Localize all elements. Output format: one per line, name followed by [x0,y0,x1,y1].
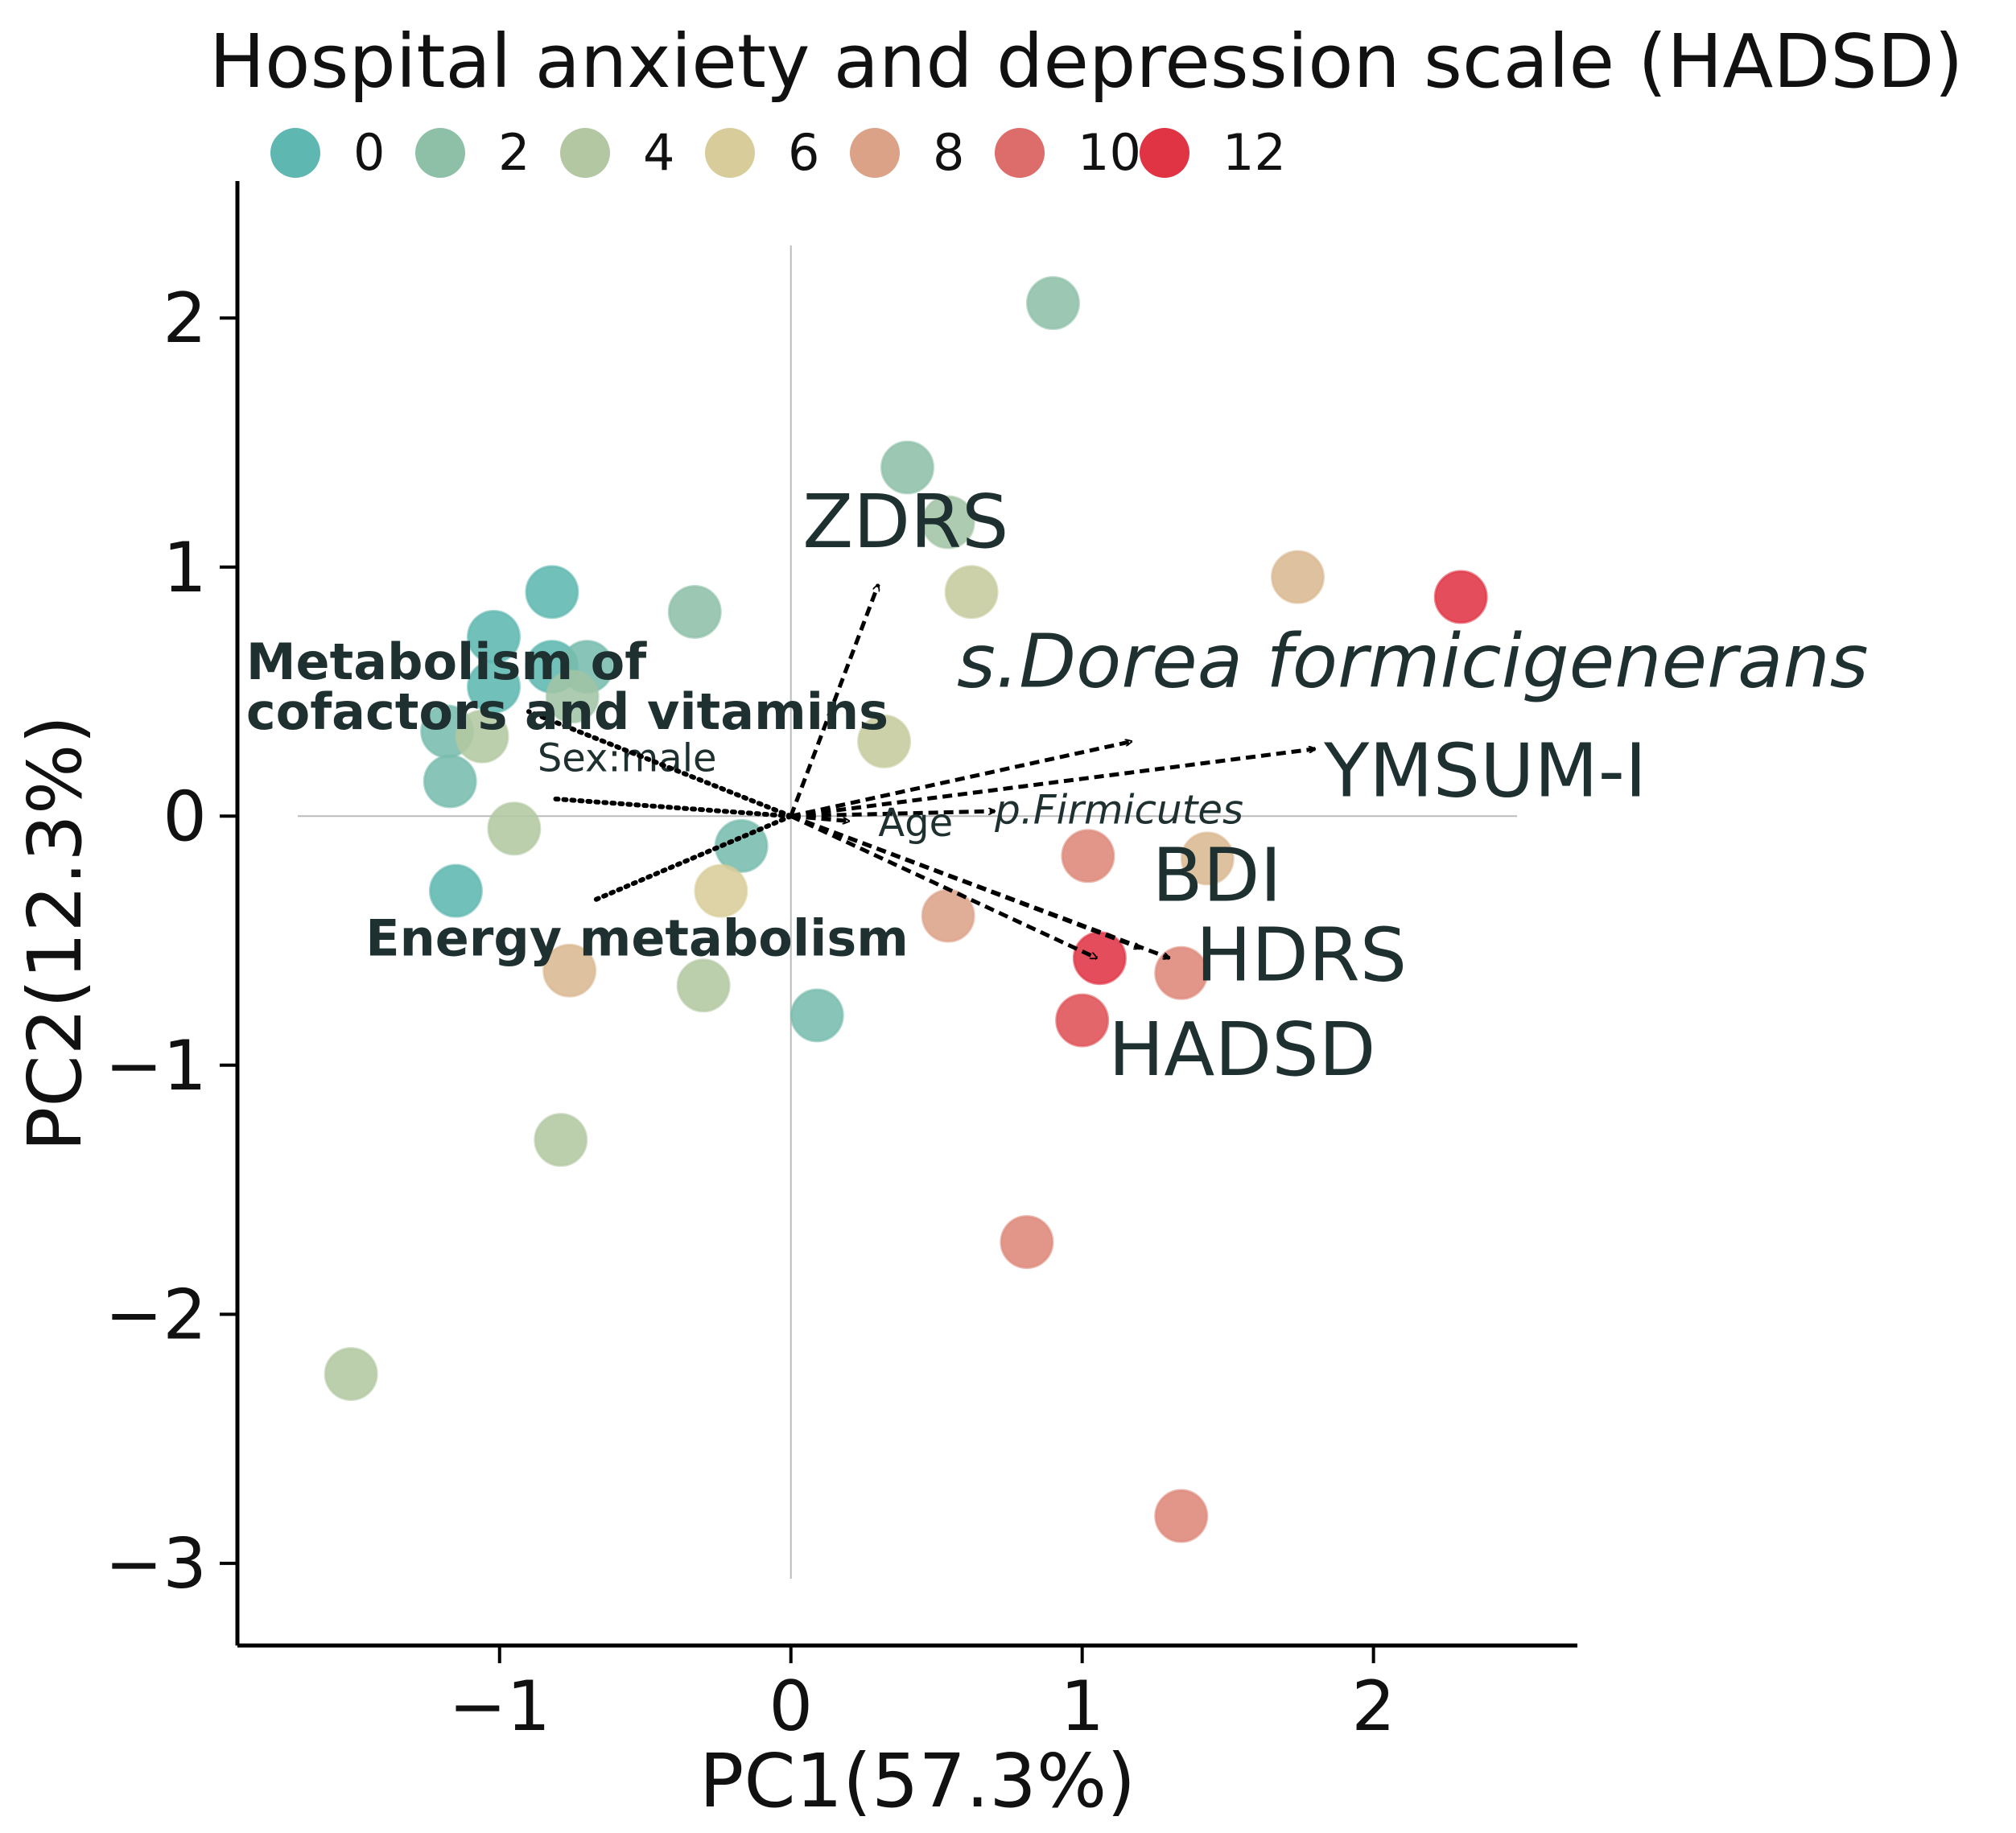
data-point [1154,1489,1209,1543]
data-point [880,440,934,495]
data-points [324,276,1488,1543]
x-tick-label: 1 [1060,1666,1104,1747]
data-point [944,565,999,620]
legend-swatch-12 [1140,128,1189,178]
x-tick-label: 2 [1351,1666,1396,1747]
vector-ymsum-i [790,749,1316,818]
vector-label-p-firmicutes: p.Firmicutes [994,787,1243,834]
data-point [676,958,731,1013]
x-axis-title: PC1(57.3%) [699,1738,1136,1824]
vector-sex-male [549,796,794,819]
vector-s-dorea-formicigenerans [790,741,1132,818]
vector-zdrs [789,584,880,818]
vector-age [790,814,849,821]
y-tick-label: −2 [105,1275,207,1355]
legend-label-4: 4 [643,123,674,182]
data-point [455,709,509,764]
y-tick-label: 1 [163,528,207,608]
vector-label-bdi: BDI [1152,833,1282,919]
loading-vectors: ZDRS s.Dorea formicigenerans YMSUM-I p.Firm… [246,479,1869,1093]
legend-title: Hospital anxiety and depression scale (H… [209,19,1963,105]
vector-hdrs [789,814,1170,961]
data-point [428,863,483,918]
legend-swatch-4 [560,128,610,178]
legend-label-0: 0 [353,123,385,182]
vector-label-age: Age [878,801,953,846]
data-point [545,669,600,724]
legend-label-10: 10 [1078,123,1141,182]
data-point [525,565,579,620]
legend-entries: 0 2 4 6 8 10 12 [270,123,1286,182]
legend: Hospital anxiety and depression scale (H… [209,19,1963,182]
y-tick-label: −3 [105,1524,207,1604]
data-point [694,863,748,918]
legend-label-12: 12 [1222,123,1286,182]
legend-swatch-6 [705,128,755,178]
legend-label-2: 2 [498,123,530,182]
vector-label-s-dorea-formicigenerans: s.Dorea formicigenerans [957,618,1869,704]
x-tick-label: −1 [448,1666,550,1747]
data-point [423,754,477,809]
data-point [1433,570,1488,624]
y-axis-title: PC2(12.3%) [12,715,98,1151]
vector-label-metabolism-of-cofactors-and-vitamins: Metabolism of cofactors and vitamins [246,632,888,741]
legend-swatch-2 [415,128,465,178]
data-point [857,714,912,768]
legend-swatch-10 [995,128,1045,178]
vector-label-sex-male: Sex:male [538,736,717,781]
data-point [1180,831,1235,886]
legend-label-8: 8 [933,123,964,182]
vector-label-hdrs: HDRS [1196,912,1407,999]
vector-p-firmicutes [790,811,995,818]
axes: −1 0 1 2 −3 −2 −1 0 1 2 [105,181,1577,1747]
y-tick-label: 0 [163,776,207,857]
data-point [921,888,975,943]
data-point [1061,829,1115,884]
data-point [534,1113,588,1168]
vector-label-hadsd: HADSD [1108,1007,1375,1093]
vector-label-ymsum-i: YMSUM-I [1323,728,1647,814]
vector-metabolism-of-cofactors-and-vitamins [526,709,794,819]
y-tick-label: 2 [163,278,207,359]
data-point [1271,550,1325,604]
y-tick-label: −1 [105,1026,207,1106]
legend-swatch-8 [850,128,900,178]
data-point [667,584,722,639]
data-point [487,801,542,856]
data-point [789,988,844,1043]
data-point [1000,1215,1054,1270]
x-tick-label: 0 [769,1666,813,1747]
data-point [1072,931,1127,986]
legend-swatch-0 [270,128,320,178]
data-point [1055,993,1110,1048]
vector-label-zdrs: ZDRS [802,479,1008,565]
vector-energy-metabolism [590,814,794,904]
data-point [324,1347,378,1402]
data-point [1025,276,1080,331]
legend-label-6: 6 [788,123,819,182]
vector-hadsd [789,814,1097,960]
data-point [921,495,975,550]
vector-label-energy-metabolism: Energy metabolism [365,909,909,968]
data-point [542,943,597,998]
data-point [1154,945,1209,1000]
